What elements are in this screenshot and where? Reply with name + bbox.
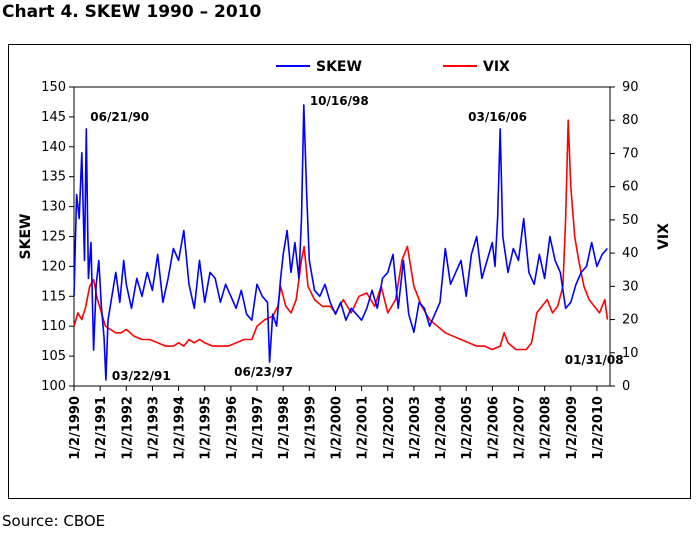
x-axis-tick-label: 1/2/2007 xyxy=(512,396,527,460)
annotation-label: 03/22/91 xyxy=(112,369,171,383)
annotation-label: 01/31/08 xyxy=(565,353,624,367)
x-axis-tick-label: 1/2/1994 xyxy=(173,396,188,460)
x-axis-tick-label: 1/2/1990 xyxy=(68,396,83,460)
right-axis-tick-label: 0 xyxy=(622,379,630,394)
annotation-label: 06/21/90 xyxy=(90,110,149,124)
x-axis-tick-label: 1/2/1996 xyxy=(225,396,240,460)
right-axis-tick-label: 40 xyxy=(622,246,639,261)
left-axis-title: SKEW xyxy=(18,214,34,260)
right-axis-tick-label: 60 xyxy=(622,180,639,195)
right-axis-tick-label: 50 xyxy=(622,213,639,228)
x-axis-tick-label: 1/2/2008 xyxy=(539,396,554,460)
left-axis-tick-label: 120 xyxy=(41,259,66,274)
left-axis-tick-label: 125 xyxy=(41,230,66,245)
legend-label-skew: SKEW xyxy=(316,59,362,75)
left-axis-tick-label: 105 xyxy=(41,349,66,364)
right-axis-tick-label: 90 xyxy=(622,80,639,95)
x-axis-tick-label: 1/2/2000 xyxy=(329,396,344,460)
x-axis-tick-label: 1/2/1995 xyxy=(199,396,214,460)
annotation-label: 03/16/06 xyxy=(468,110,527,124)
chart-frame xyxy=(8,44,691,499)
x-axis-tick-label: 1/2/1992 xyxy=(120,396,135,460)
left-axis-tick-label: 115 xyxy=(41,289,66,304)
x-axis-tick-label: 1/2/2001 xyxy=(356,396,371,460)
page-title: Chart 4. SKEW 1990 – 2010 xyxy=(2,2,262,22)
series-line-skew xyxy=(73,104,609,381)
x-axis-tick-label: 1/2/1993 xyxy=(146,396,161,460)
left-axis-tick-label: 150 xyxy=(41,80,66,95)
right-axis-tick-label: 70 xyxy=(622,146,639,161)
annotation-label: 06/23/97 xyxy=(234,365,293,379)
x-axis-tick-label: 1/2/2002 xyxy=(382,396,397,460)
right-axis-tick-label: 10 xyxy=(622,346,639,361)
left-axis-tick-label: 145 xyxy=(41,110,66,125)
chart-svg: 100 105 110 115 120 125 130 135 140 145 150 0 10 20 30… xyxy=(18,59,672,460)
series-line-vix xyxy=(73,119,609,351)
x-axis-tick-label: 1/2/2006 xyxy=(486,396,501,460)
x-axis-tick-label: 1/2/1991 xyxy=(94,396,109,460)
left-axis-tick-label: 110 xyxy=(41,319,66,334)
x-axis-tick-label: 1/2/1997 xyxy=(251,396,266,460)
right-axis-tick-label: 80 xyxy=(622,113,639,128)
x-axis-tick-label: 1/2/2003 xyxy=(408,396,423,460)
x-axis-tick-label: 1/2/2005 xyxy=(460,396,475,460)
right-axis-title: VIX xyxy=(656,223,672,250)
x-axis-tick-label: 1/2/1999 xyxy=(303,396,318,460)
x-axis-tick-label: 1/2/2010 xyxy=(591,396,606,460)
source-note: Source: CBOE xyxy=(2,512,106,530)
left-axis-tick-label: 100 xyxy=(41,379,66,394)
left-axis-tick-label: 130 xyxy=(41,200,66,215)
legend-label-vix: VIX xyxy=(483,59,510,75)
x-axis-tick-label: 1/2/2009 xyxy=(565,396,580,460)
left-axis-tick-label: 135 xyxy=(41,170,66,185)
annotation-label: 10/16/98 xyxy=(310,94,369,108)
left-axis-tick-label: 140 xyxy=(41,140,66,155)
right-axis-tick-label: 30 xyxy=(622,279,639,294)
right-axis-tick-label: 20 xyxy=(622,313,639,328)
x-axis-tick-label: 1/2/1998 xyxy=(277,396,292,460)
x-axis-tick-label: 1/2/2004 xyxy=(434,396,449,460)
